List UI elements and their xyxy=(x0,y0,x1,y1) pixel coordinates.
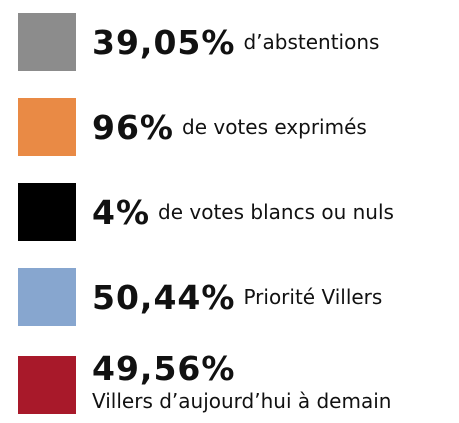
legend-item: 39,05% d’abstentions xyxy=(18,13,459,71)
item-label: de votes blancs ou nuls xyxy=(158,200,394,224)
color-swatch xyxy=(18,98,76,156)
color-swatch xyxy=(18,13,76,71)
percentage: 39,05% xyxy=(92,22,236,62)
item-text: 39,05% d’abstentions xyxy=(92,13,379,71)
item-text: 49,56% Villers d’aujourd’hui à demain xyxy=(92,350,391,414)
item-text: 96% de votes exprimés xyxy=(92,98,367,156)
percentage: 96% xyxy=(92,107,174,147)
item-text: 4% de votes blancs ou nuls xyxy=(92,183,394,241)
legend-item: 49,56% Villers d’aujourd’hui à demain xyxy=(18,350,459,414)
percentage: 4% xyxy=(92,192,151,232)
legend-item: 4% de votes blancs ou nuls xyxy=(18,183,459,241)
item-label: de votes exprimés xyxy=(182,115,367,139)
legend-item: 96% de votes exprimés xyxy=(18,98,459,156)
color-swatch xyxy=(18,356,76,414)
percentage: 50,44% xyxy=(92,277,236,317)
color-swatch xyxy=(18,183,76,241)
item-label: Villers d’aujourd’hui à demain xyxy=(92,389,392,413)
item-label: Priorité Villers xyxy=(243,285,383,309)
percentage: 49,56% xyxy=(92,349,236,388)
color-swatch xyxy=(18,268,76,326)
item-label: d’abstentions xyxy=(243,30,380,54)
item-text: 50,44% Priorité Villers xyxy=(92,268,382,326)
legend-item: 50,44% Priorité Villers xyxy=(18,268,459,326)
